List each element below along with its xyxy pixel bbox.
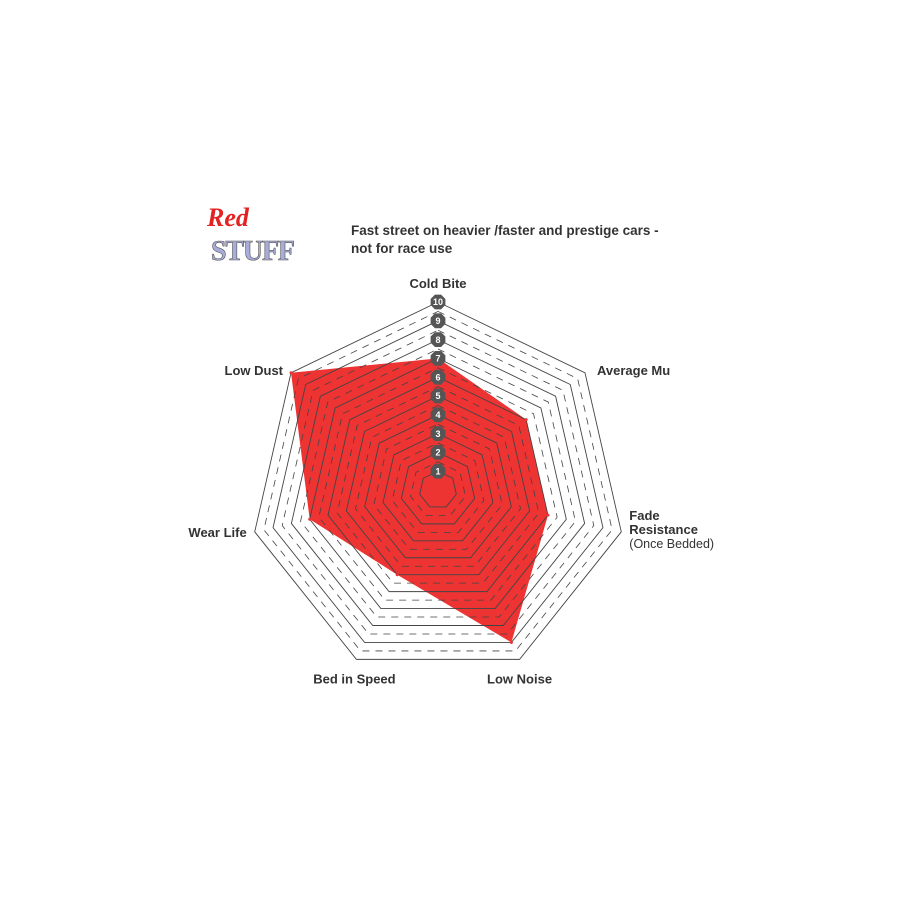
tick-label-6: 6 (435, 372, 440, 382)
axis-label-wear-life: Wear Life (188, 525, 246, 540)
grid-ring-4 (364, 414, 512, 559)
tick-label-9: 9 (435, 316, 440, 326)
tick-badge-10 (430, 294, 446, 310)
grid-ring-5 (345, 395, 531, 576)
tick-label-10: 10 (433, 297, 443, 307)
chart-title: Fast street on heavier /faster and prest… (351, 223, 659, 256)
data-point-3 (509, 640, 513, 644)
tick-badge-6 (430, 369, 446, 385)
grid-ring-dashed-2 (391, 442, 485, 533)
tick-badge-4 (430, 407, 446, 423)
tick-label-7: 7 (435, 354, 440, 364)
data-point-1 (524, 418, 528, 422)
tick-badge-8 (430, 332, 446, 347)
grid-ring-dashed-1 (410, 461, 466, 516)
axis-label-low-noise: Low Noise (487, 671, 552, 686)
axis-label-average-mu: Average Mu (597, 363, 670, 378)
grid-ring-7 (309, 357, 567, 610)
tick-badge-7 (430, 351, 446, 366)
axis-label-cold-bite: Cold Bite (409, 276, 466, 291)
tick-badge-3 (430, 426, 446, 441)
grid-ring-6 (327, 376, 549, 593)
tick-label-5: 5 (435, 391, 440, 401)
redstuff-logo: Red STUFF (206, 203, 295, 267)
grid-ring-dashed-6 (318, 367, 558, 601)
axis-label-fade: Fade (629, 508, 659, 523)
logo-line2: STUFF (211, 236, 295, 267)
tick-label-1: 1 (435, 466, 440, 476)
tick-label-8: 8 (435, 335, 440, 345)
grid-ring-dashed-3 (373, 423, 503, 550)
data-polygon (291, 358, 548, 643)
data-point-6 (289, 371, 293, 375)
tick-badge-9 (430, 313, 446, 329)
data-point-4 (395, 573, 399, 577)
grid-ring-8 (290, 339, 586, 626)
data-point-2 (546, 513, 550, 517)
logo-line1: Red (206, 203, 250, 232)
grid-ring-1 (419, 470, 457, 508)
tick-label-2: 2 (435, 448, 440, 458)
tick-label-4: 4 (435, 410, 440, 420)
data-point-5 (308, 517, 312, 521)
tick-badge-2 (430, 445, 446, 460)
axis-label-resistance: Resistance (629, 522, 698, 537)
grid-ring-9 (272, 320, 604, 643)
grid-ring-dashed-8 (281, 329, 595, 635)
tick-label-3: 3 (435, 429, 440, 439)
tick-badge-5 (430, 388, 446, 404)
grid-ring-10 (254, 301, 622, 660)
axis-label-low-dust: Low Dust (225, 363, 284, 378)
tick-badge-1 (430, 463, 446, 479)
axis-label-bed-in-speed: Bed in Speed (313, 671, 395, 686)
grid-ring-3 (382, 433, 494, 542)
grid-ring-dashed-5 (336, 386, 540, 584)
grid-ring-2 (400, 451, 476, 525)
axis-sublabel: (Once Bedded) (629, 537, 714, 551)
